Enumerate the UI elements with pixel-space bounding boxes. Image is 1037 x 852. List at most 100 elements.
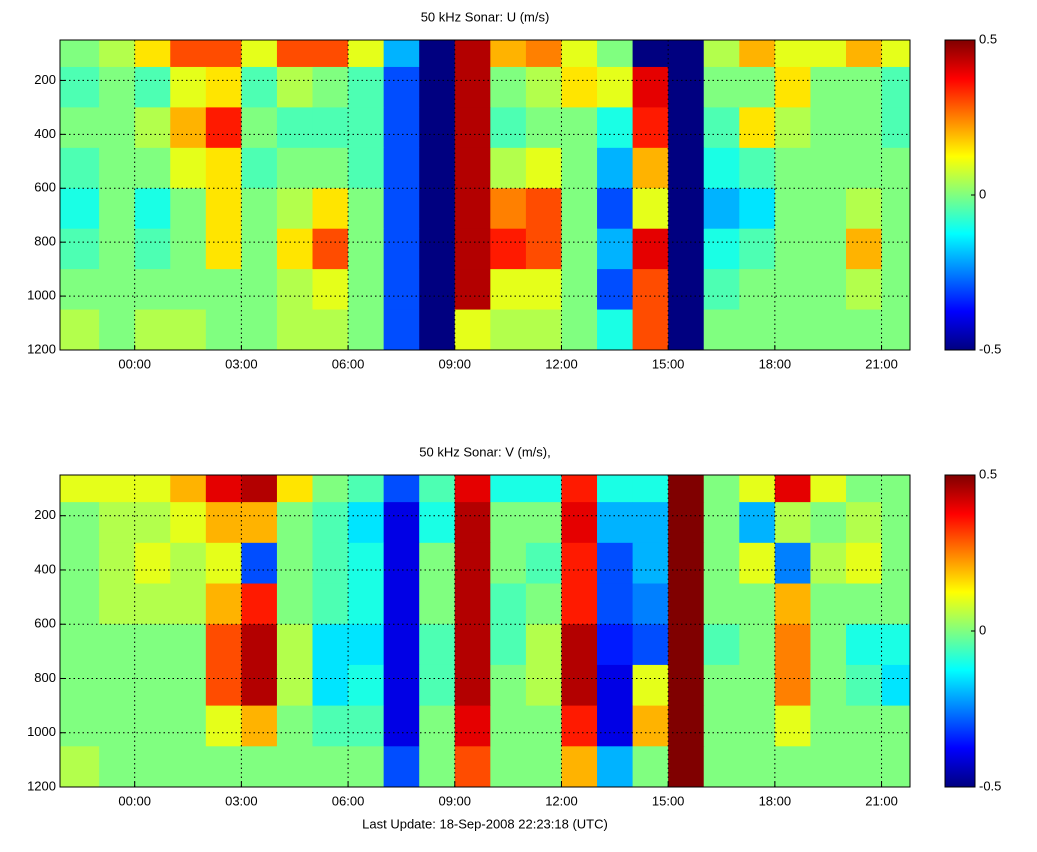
heatmap-cell: [205, 475, 242, 503]
heatmap-cell: [739, 228, 776, 270]
heatmap-cell: [134, 228, 171, 270]
heatmap-cell: [419, 542, 456, 585]
heatmap-cell: [632, 664, 669, 707]
heatmap-cell: [134, 188, 171, 230]
heatmap-cell: [383, 269, 420, 311]
heatmap-cell: [525, 188, 562, 230]
heatmap-cell: [60, 705, 100, 747]
heatmap-cell: [668, 107, 705, 149]
heatmap-cell: [703, 705, 740, 747]
heatmap-cell: [490, 40, 527, 68]
heatmap-cell: [525, 583, 562, 625]
heatmap-cell: [383, 664, 420, 707]
heatmap-cell: [205, 583, 242, 625]
colorbar-tick-label: -0.5: [979, 778, 1001, 793]
heatmap-cell: [845, 624, 883, 666]
heatmap-cell: [668, 746, 705, 788]
y-tick-label: 1000: [27, 724, 56, 739]
heatmap-cell: [632, 746, 669, 788]
heatmap-cell: [241, 746, 278, 788]
heatmap-cell: [703, 542, 740, 585]
heatmap-cell: [597, 188, 634, 230]
heatmap-cell: [703, 66, 740, 108]
heatmap-cell: [490, 228, 527, 270]
heatmap-cell: [881, 147, 911, 189]
heatmap-cell: [205, 309, 242, 351]
heatmap-cell: [525, 269, 562, 311]
heatmap-cell: [99, 624, 136, 666]
heatmap-cell: [99, 147, 136, 189]
heatmap-cell: [276, 475, 314, 503]
heatmap-cell: [597, 66, 634, 108]
heatmap-cell: [241, 542, 278, 585]
heatmap-cell: [99, 66, 136, 108]
heatmap-cell: [774, 40, 811, 68]
heatmap-cell: [241, 502, 278, 544]
heatmap-cell: [419, 664, 456, 707]
heatmap-cell: [597, 542, 634, 585]
heatmap-cell: [632, 583, 669, 625]
heatmap-cell: [454, 107, 491, 149]
x-tick-label: 12:00: [545, 793, 578, 808]
heatmap-cell: [703, 664, 740, 707]
heatmap-cell: [525, 228, 562, 270]
heatmap-cell: [419, 188, 456, 230]
heatmap-cell: [454, 502, 491, 544]
heatmap-cell: [348, 475, 385, 503]
x-tick-label: 15:00: [652, 356, 685, 371]
heatmap-cell: [525, 624, 562, 666]
heatmap-cell: [597, 147, 634, 189]
heatmap-cell: [525, 705, 562, 747]
x-axis-label: Last Update: 18-Sep-2008 22:23:18 (UTC): [362, 816, 608, 831]
heatmap-cell: [276, 66, 314, 108]
heatmap-cell: [597, 40, 634, 68]
heatmap-cell: [525, 107, 562, 149]
heatmap-cell: [170, 583, 207, 625]
heatmap-cell: [241, 66, 278, 108]
heatmap-cell: [276, 624, 314, 666]
plot-frame: [59, 39, 911, 351]
heatmap-cell: [60, 502, 100, 544]
heatmap-cell: [881, 40, 911, 68]
heatmap-cell: [490, 188, 527, 230]
x-tick-label: 06:00: [332, 793, 365, 808]
x-tick-label: 12:00: [545, 356, 578, 371]
heatmap-cell: [881, 664, 911, 707]
heatmap-cell: [276, 583, 314, 625]
heatmap-cell: [881, 542, 911, 585]
heatmap-cell: [668, 228, 705, 270]
heatmap-cell: [561, 147, 598, 189]
heatmap-cell: [774, 107, 811, 149]
heatmap-cell: [170, 624, 207, 666]
heatmap-cell: [632, 309, 669, 351]
heatmap-cell: [276, 502, 314, 544]
heatmap-cell: [810, 228, 847, 270]
heatmap-cell: [668, 502, 705, 544]
heatmap-cell: [99, 664, 136, 707]
heatmap-cell: [348, 309, 385, 351]
heatmap-cell: [454, 147, 491, 189]
heatmap-cell: [419, 475, 456, 503]
heatmap-cell: [312, 705, 349, 747]
heatmap-cell: [419, 228, 456, 270]
heatmap-cell: [881, 746, 911, 788]
heatmap-cell: [525, 66, 562, 108]
heatmap-cell: [134, 746, 171, 788]
heatmap-cell: [668, 664, 705, 707]
heatmap-cell: [845, 475, 883, 503]
heatmap-cell: [561, 624, 598, 666]
heatmap-cell: [276, 269, 314, 311]
heatmap-cell: [561, 228, 598, 270]
heatmap-cell: [845, 542, 883, 585]
heatmap-cell: [276, 542, 314, 585]
heatmap-cell: [348, 542, 385, 585]
heatmap-cell: [241, 705, 278, 747]
heatmap-cell: [276, 309, 314, 351]
heatmap-cell: [774, 228, 811, 270]
heatmap-cell: [668, 66, 705, 108]
y-tick-label: 200: [34, 507, 56, 522]
heatmap-cell: [276, 188, 314, 230]
heatmap-cell: [99, 40, 136, 68]
heatmap-cell: [383, 228, 420, 270]
